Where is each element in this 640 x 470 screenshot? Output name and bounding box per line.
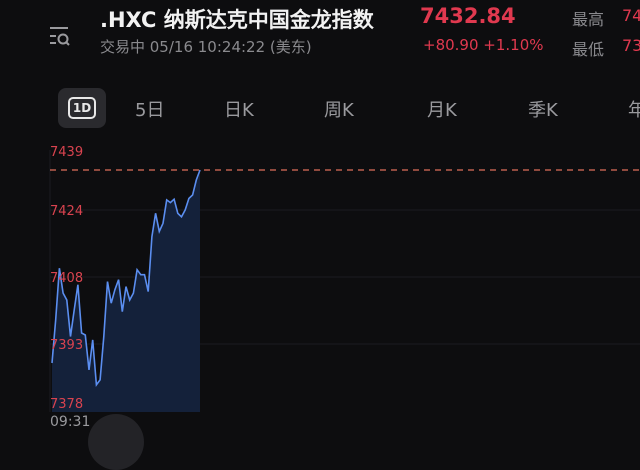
low-value: 73 bbox=[622, 36, 640, 55]
low-label: 最低 bbox=[572, 40, 605, 59]
tab-quarter-k[interactable]: 季K bbox=[528, 100, 558, 121]
price-change: +80.90 +1.10% bbox=[423, 36, 544, 54]
high-label: 最高 bbox=[572, 10, 605, 29]
tab-week-k[interactable]: 周K bbox=[324, 100, 354, 121]
current-price: 7432.84 bbox=[420, 4, 516, 28]
x-tick: 09:31 bbox=[50, 414, 91, 430]
y-tick: 7439 bbox=[50, 145, 84, 160]
y-tick: 7408 bbox=[50, 271, 84, 286]
list-search-icon[interactable] bbox=[46, 24, 74, 50]
trading-status: 交易中 05/16 10:24:22 (美东) bbox=[100, 38, 312, 56]
tab-1d-label: 1D bbox=[67, 97, 97, 119]
price-line bbox=[51, 169, 201, 387]
index-name: .HXC 纳斯达克中国金龙指数 bbox=[100, 8, 374, 32]
floating-button[interactable] bbox=[88, 414, 144, 470]
tab-5day[interactable]: 5日 bbox=[135, 100, 165, 121]
tab-1d[interactable]: 1D bbox=[58, 88, 106, 128]
y-tick: 7378 bbox=[50, 397, 84, 412]
y-tick: 7393 bbox=[50, 338, 84, 353]
tab-year-k[interactable]: 年 bbox=[628, 100, 640, 121]
intraday-chart[interactable] bbox=[0, 150, 640, 420]
tab-day-k[interactable]: 日K bbox=[224, 100, 254, 121]
y-tick: 7424 bbox=[50, 204, 84, 219]
high-value: 74 bbox=[622, 6, 640, 25]
tab-month-k[interactable]: 月K bbox=[427, 100, 457, 121]
